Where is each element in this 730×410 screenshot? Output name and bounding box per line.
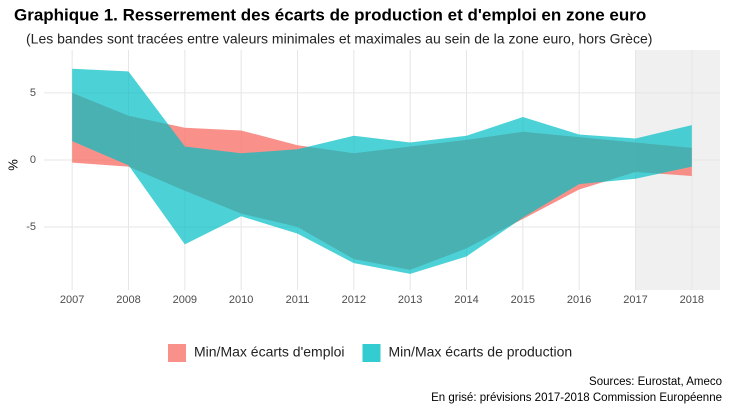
x-tick-label: 2011 [286, 294, 310, 306]
legend-label: Min/Max écarts d'emploi [194, 344, 345, 360]
x-tick-label: 2012 [342, 294, 366, 306]
x-tick-label: 2007 [60, 294, 84, 306]
source-note: En grisé: prévisions 2017-2018 Commissio… [431, 392, 722, 404]
x-tick-label: 2013 [398, 294, 422, 306]
source-note: Sources: Eurostat, Ameco [589, 376, 722, 388]
chart-title: Graphique 1. Resserrement des écarts de … [14, 5, 646, 24]
x-tick-label: 2014 [454, 294, 478, 306]
x-tick-label: 2010 [229, 294, 253, 306]
x-tick-label: 2018 [680, 294, 704, 306]
legend-swatch [362, 344, 381, 362]
x-tick-label: 2015 [511, 294, 535, 306]
chart-subtitle: (Les bandes sont tracées entre valeurs m… [26, 31, 652, 47]
x-tick-label: 2016 [567, 294, 591, 306]
x-tick-label: 2009 [173, 294, 197, 306]
band [72, 68, 692, 274]
x-tick-label: 2008 [116, 294, 140, 306]
y-tick-label: -5 [26, 221, 36, 233]
legend-swatch [168, 344, 186, 362]
x-tick-label: 2017 [623, 294, 647, 306]
legend-label: Min/Max écarts de production [389, 344, 573, 360]
y-tick-label: 0 [30, 154, 36, 166]
y-axis-label: % [5, 159, 20, 171]
y-tick-label: 5 [30, 87, 36, 99]
